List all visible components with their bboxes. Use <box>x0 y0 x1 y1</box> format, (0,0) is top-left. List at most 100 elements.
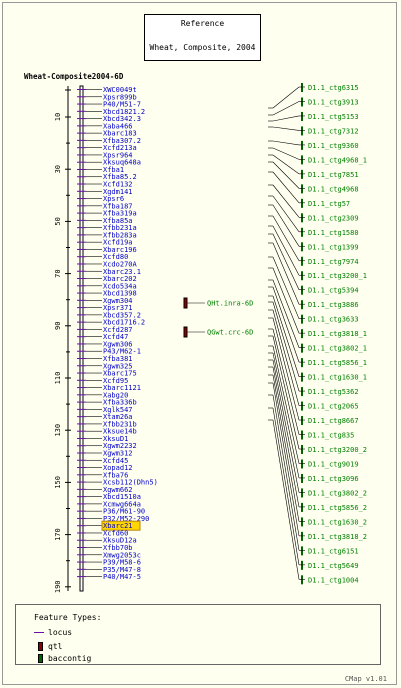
contig-box[interactable] <box>301 517 303 527</box>
marker-label[interactable]: Xopad12 <box>103 464 133 472</box>
marker-label[interactable]: Xfba187 <box>103 202 133 210</box>
contig-label[interactable]: D1.1_ctg4968 <box>308 185 359 193</box>
marker-label[interactable]: Xbarc202 <box>103 275 137 283</box>
contig-label[interactable]: D1.1_ctg3886 <box>308 301 359 309</box>
contig-box[interactable] <box>301 213 303 223</box>
marker-label[interactable]: Xfba85a <box>103 217 133 225</box>
marker-label[interactable]: Xksuq648a <box>103 159 141 167</box>
marker-label[interactable]: XksuD1 <box>103 435 128 443</box>
contig-label[interactable]: D1.1_ctg835 <box>308 432 354 440</box>
marker-label[interactable]: Xpsr371 <box>103 304 133 312</box>
contig-label[interactable]: D1.1_ctg9019 <box>308 460 359 468</box>
contig-label[interactable]: D1.1_ctg3802_2 <box>308 489 367 497</box>
contig-label[interactable]: D1.1_ctg5856_1 <box>308 359 367 367</box>
marker-label[interactable]: Xbcd1821.2 <box>103 108 145 116</box>
marker-label[interactable]: Xgwm312 <box>103 450 133 458</box>
contig-label[interactable]: D1.1_ctg3200_2 <box>308 446 367 454</box>
marker-label[interactable]: Xcfd45 <box>103 457 128 465</box>
marker-label[interactable]: Xcdo270A <box>103 260 138 268</box>
marker-label[interactable]: Xcfd80 <box>103 253 128 261</box>
contig-box[interactable] <box>301 502 303 512</box>
contig-label[interactable]: D1.1_ctg3802_1 <box>308 345 367 353</box>
marker-label[interactable]: Xfbb70b <box>103 544 133 552</box>
contig-box[interactable] <box>301 314 303 324</box>
contig-box[interactable] <box>301 560 303 570</box>
contig-label[interactable]: D1.1_ctg3818_2 <box>308 533 367 541</box>
contig-box[interactable] <box>301 111 303 121</box>
marker-label[interactable]: Xfbb283a <box>103 231 137 239</box>
contig-box[interactable] <box>301 83 303 92</box>
contig-label[interactable]: D1.1_ctg3096 <box>308 475 359 483</box>
marker-label[interactable]: Xbarc175 <box>103 370 137 378</box>
marker-label[interactable]: Xbarc183 <box>103 130 137 138</box>
marker-label[interactable]: Xtam26a <box>103 413 133 421</box>
contig-label[interactable]: D1.1_ctg5394 <box>308 287 359 295</box>
contig-box[interactable] <box>301 155 303 165</box>
marker-label[interactable]: Xgwm662 <box>103 486 133 494</box>
marker-label[interactable]: Xfba1 <box>103 166 124 174</box>
marker-label[interactable]: P43/M62-1 <box>103 348 141 356</box>
contig-box[interactable] <box>301 329 303 339</box>
marker-label[interactable]: Xcfd287 <box>103 326 133 334</box>
contig-box[interactable] <box>301 343 303 353</box>
contig-label[interactable]: D1.1_ctg1580 <box>308 229 359 237</box>
marker-label[interactable]: Xabg20 <box>103 391 128 399</box>
marker-label[interactable]: Xcdo534a <box>103 282 137 290</box>
marker-label[interactable]: XksuD12a <box>103 537 137 545</box>
contig-box[interactable] <box>301 126 303 136</box>
contig-label[interactable]: D1.1_ctg57 <box>308 200 350 208</box>
marker-label[interactable]: Xfba307.2 <box>103 137 141 145</box>
contig-box[interactable] <box>301 285 303 295</box>
contig-label[interactable]: D1.1_ctg3913 <box>308 98 359 106</box>
marker-label[interactable]: Xbarc196 <box>103 246 137 254</box>
marker-label[interactable]: Xcmwg664a <box>103 500 141 508</box>
contig-box[interactable] <box>301 169 303 179</box>
marker-label[interactable]: Xbarc23.1 <box>103 268 141 276</box>
contig-box[interactable] <box>301 445 303 454</box>
contig-label[interactable]: D1.1_ctg2309 <box>308 214 359 222</box>
contig-box[interactable] <box>301 198 303 208</box>
contig-box[interactable] <box>301 140 303 150</box>
marker-label[interactable]: Xbarc21 <box>103 522 133 530</box>
marker-label[interactable]: P32/M52-290 <box>103 515 149 523</box>
map-title[interactable]: Wheat-Composite2004-6D <box>24 72 124 81</box>
contig-label[interactable]: D1.1_ctg1004 <box>308 576 359 584</box>
marker-label[interactable]: Xbcd1716.2 <box>103 319 145 327</box>
marker-label[interactable]: Xcfd95 <box>103 377 128 385</box>
marker-label[interactable]: Xbarc1121 <box>103 384 141 392</box>
marker-label[interactable]: Xpsr964 <box>103 151 133 159</box>
marker-label[interactable]: Xcsb112(Dhn5) <box>103 479 158 487</box>
marker-label[interactable]: Xpsr899b <box>103 93 137 101</box>
marker-label[interactable]: Xfba336b <box>103 399 137 407</box>
qtl-label[interactable]: QGwt.crc-6D <box>207 329 253 337</box>
marker-label[interactable]: Xbcd357.2 <box>103 311 141 319</box>
contig-box[interactable] <box>301 358 303 368</box>
contig-box[interactable] <box>301 575 303 585</box>
marker-label[interactable]: Xcfd213a <box>103 144 137 152</box>
contig-box[interactable] <box>301 372 303 382</box>
contig-box[interactable] <box>301 488 303 498</box>
marker-label[interactable]: Xbcd1398 <box>103 290 137 298</box>
marker-label[interactable]: Xcfd60 <box>103 529 128 537</box>
qtl-box[interactable] <box>183 297 188 309</box>
marker-label[interactable]: Xcfd132 <box>103 181 133 189</box>
contig-label[interactable]: D1.1_ctg8667 <box>308 417 359 425</box>
contig-box[interactable] <box>301 387 303 397</box>
contig-box[interactable] <box>301 546 303 556</box>
marker-label[interactable]: Xgwm325 <box>103 362 133 370</box>
contig-label[interactable]: D1.1_ctg1399 <box>308 243 359 251</box>
marker-label[interactable]: Xfba76 <box>103 471 128 479</box>
contig-box[interactable] <box>301 416 303 426</box>
contig-box[interactable] <box>301 300 303 310</box>
contig-label[interactable]: D1.1_ctg5856_2 <box>308 504 367 512</box>
marker-label[interactable]: P40/M47-5 <box>103 573 141 581</box>
contig-box[interactable] <box>301 473 303 483</box>
contig-label[interactable]: D1.1_ctg3818_1 <box>308 330 367 338</box>
contig-label[interactable]: D1.1_ctg1630_2 <box>308 518 367 526</box>
marker-label[interactable]: Xgwm304 <box>103 297 133 305</box>
marker-label[interactable]: Xgwm2232 <box>103 442 137 450</box>
marker-label[interactable]: Xgwm306 <box>103 340 133 348</box>
contig-label[interactable]: D1.1_ctg5153 <box>308 113 359 121</box>
qtl-label[interactable]: QHt.inra-6D <box>207 300 253 308</box>
marker-label[interactable]: Xfba381 <box>103 355 133 363</box>
